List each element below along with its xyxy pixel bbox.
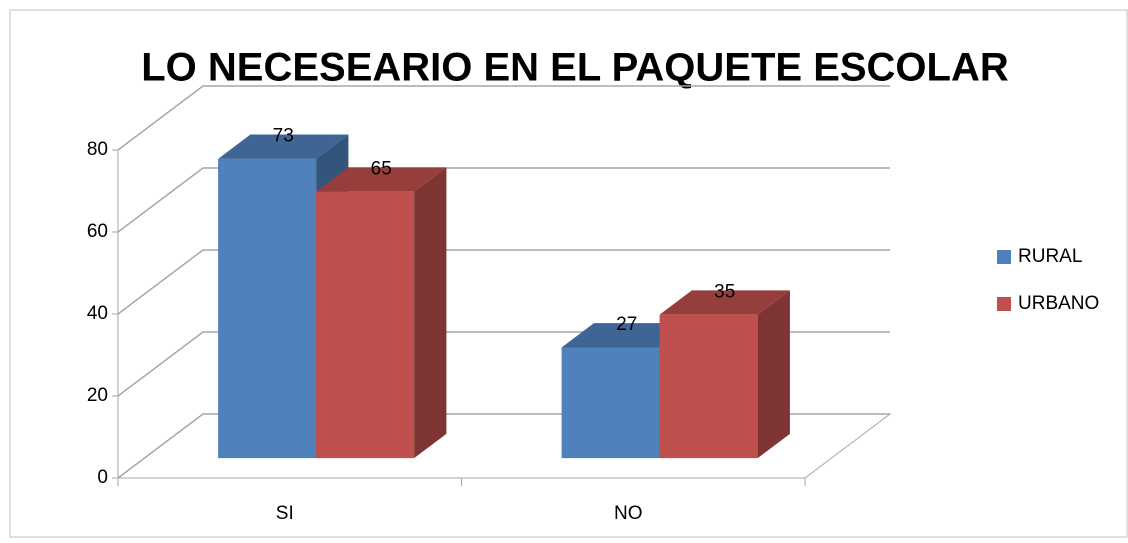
bar-side (757, 290, 790, 459)
bar-top (561, 323, 692, 348)
x-tick-label: SI (276, 503, 294, 524)
chart-title: LO NECESEARIO EN EL PAQUETE ESCOLAR (141, 46, 1009, 90)
bar-side (414, 167, 447, 459)
legend-swatch (997, 250, 1011, 264)
y-tick-label: 80 (87, 139, 108, 160)
grid-line (117, 167, 890, 233)
bar (316, 167, 447, 459)
y-tick-label: 60 (87, 221, 108, 242)
legend-swatch (997, 297, 1011, 311)
grid-line (117, 85, 890, 151)
bar (659, 290, 790, 459)
bar-front (659, 314, 758, 459)
x-tick-label: NO (614, 503, 643, 524)
y-tick-label: 40 (87, 303, 108, 324)
data-label: 35 (714, 281, 735, 302)
bar-top (316, 167, 447, 192)
chart-frame (9, 9, 1128, 538)
legend-label: RURAL (1018, 246, 1082, 267)
data-label: 65 (371, 158, 392, 179)
bar-front (218, 158, 317, 459)
bar-top (218, 134, 349, 159)
bar-top (659, 290, 790, 315)
data-label: 27 (616, 314, 637, 335)
y-tick-label: 0 (97, 467, 108, 488)
y-tick-label: 20 (87, 385, 108, 406)
grid-line (117, 249, 890, 315)
legend-label: URBANO (1018, 293, 1099, 314)
data-label: 73 (273, 126, 294, 147)
bar-front (316, 191, 415, 459)
bar-front (561, 347, 660, 459)
